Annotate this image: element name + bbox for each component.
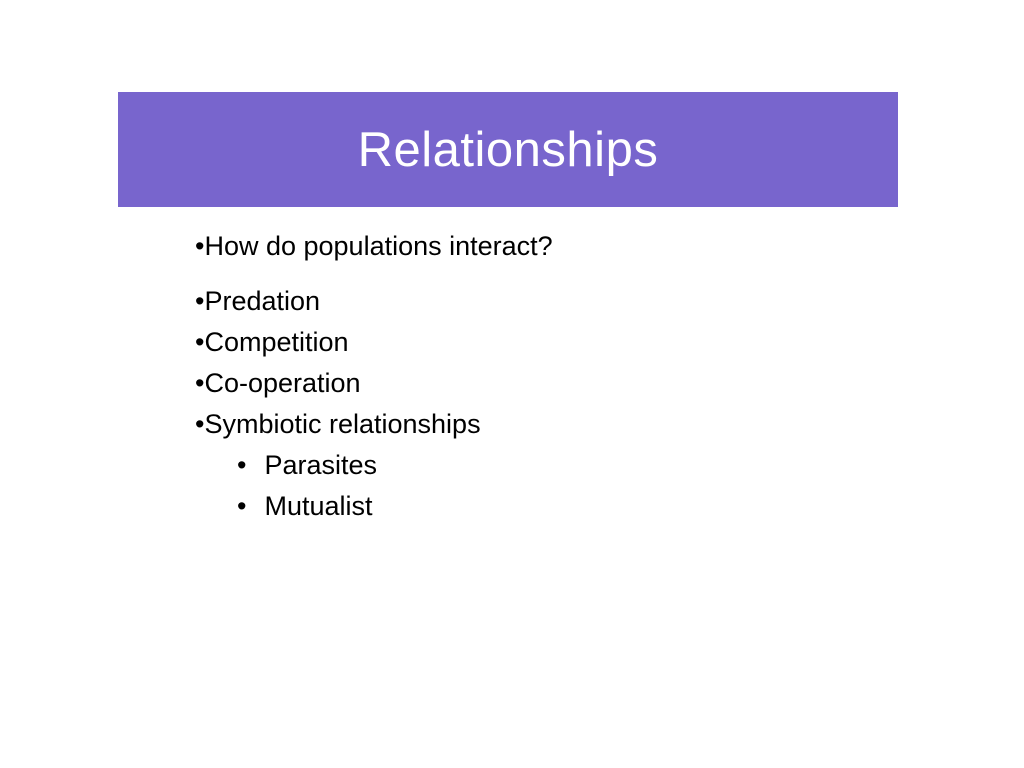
slide-content: •How do populations interact? •Predation… bbox=[195, 233, 553, 534]
bullet-item: •How do populations interact? bbox=[195, 233, 553, 260]
bullet-item: •Symbiotic relationships bbox=[195, 411, 553, 438]
bullet-text: Predation bbox=[204, 286, 320, 316]
sub-bullet-item: • Mutualist bbox=[195, 493, 553, 520]
bullet-text: Mutualist bbox=[264, 491, 372, 521]
bullet-item: •Predation bbox=[195, 288, 553, 315]
bullet-text: Competition bbox=[204, 327, 348, 357]
bullet-marker: • bbox=[237, 452, 246, 479]
bullet-marker: • bbox=[237, 493, 246, 520]
bullet-item: •Competition bbox=[195, 329, 553, 356]
bullet-text: How do populations interact? bbox=[204, 231, 552, 261]
slide-title-box: Relationships bbox=[118, 92, 898, 207]
sub-bullet-item: • Parasites bbox=[195, 452, 553, 479]
bullet-text: Symbiotic relationships bbox=[204, 409, 480, 439]
bullet-text: Parasites bbox=[264, 450, 377, 480]
bullet-text: Co-operation bbox=[204, 368, 360, 398]
bullet-item: •Co-operation bbox=[195, 370, 553, 397]
slide-title: Relationships bbox=[358, 122, 659, 178]
